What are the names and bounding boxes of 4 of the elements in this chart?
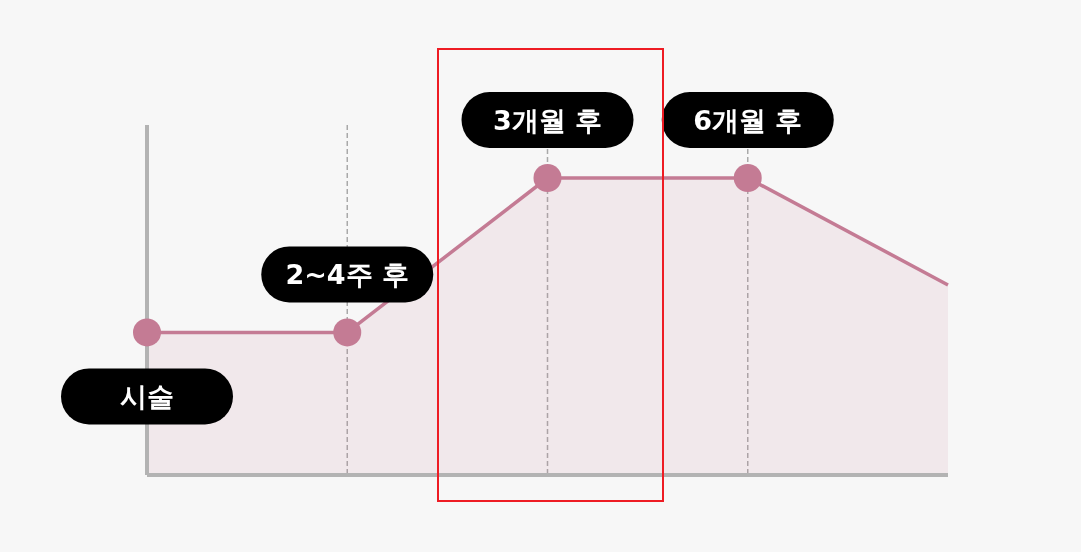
text: 6개월 후 [693, 104, 803, 136]
annotation: 2~4주 후 [285, 258, 410, 290]
text: 3개월 후 [492, 104, 603, 136]
annotation: 시술 [120, 380, 174, 412]
